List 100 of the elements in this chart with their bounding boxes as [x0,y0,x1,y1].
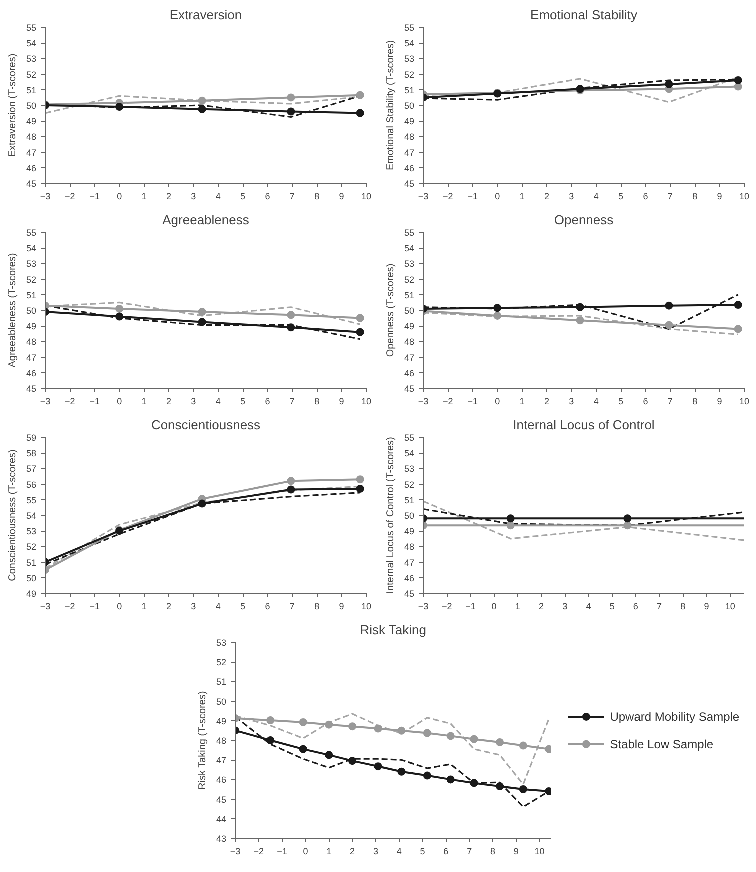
line-series [424,500,744,542]
y-tick-label: 53 [404,464,415,474]
y-tick-label: 54 [26,511,37,521]
x-tick-label: 4 [216,602,221,612]
x-tick-label: 0 [492,602,497,612]
point [665,321,674,330]
x-tick-label: 10 [361,192,372,202]
x-tick-label: 1 [142,602,147,612]
x-tick-label: 9 [339,396,344,406]
y-axis-title: Emotional Stability (T-scores) [385,40,396,171]
y-tick-label: 53 [26,54,37,64]
y-tick-label: 55 [26,495,37,506]
point [198,105,206,114]
x-tick-label: 8 [692,192,698,202]
y-tick-label: 46 [404,573,415,584]
x-tick-label: 8 [680,602,686,612]
x-tick-label: 6 [265,192,270,202]
y-axis-title: Openness (T-scores) [385,264,396,358]
x-tick-label: 8 [314,192,320,202]
point [266,716,275,724]
x-tick-label: 10 [361,396,372,406]
x-tick-label: 5 [610,602,615,612]
x-tick-label: −1 [90,602,100,612]
y-tick-label: 57 [26,464,37,474]
x-tick-label: 9 [717,396,722,406]
y-tick-label: 56 [26,480,37,490]
y-tick-label: 52 [216,658,227,668]
y-tick-label: 48 [404,337,415,348]
y-axis-title: Internal Locus of Control (T-scores) [385,437,396,594]
point [348,722,357,731]
chart-title: Openness [554,212,614,228]
y-tick-label: 49 [26,589,37,599]
y-tick-label: 51 [404,85,415,96]
point [287,311,296,320]
y-tick-label: 50 [216,696,227,707]
y-tick-label: 51 [26,290,37,300]
point [545,787,552,796]
x-tick-label: 4 [216,192,221,202]
y-axis-title: Risk Taking (T-scores) [197,691,208,790]
y-tick-label: 47 [26,352,37,363]
y-tick-label: 48 [26,132,37,142]
x-tick-label: −3 [418,602,429,612]
x-tick-label: 10 [739,396,750,406]
y-tick-label: 51 [216,677,227,688]
x-tick-label: −1 [90,192,100,202]
x-tick-label: −2 [65,396,76,406]
x-tick-label: 2 [350,846,356,856]
x-tick-label: 8 [314,396,320,406]
x-tick-label: 8 [490,846,496,856]
y-tick-label: 47 [404,558,415,568]
legend-label: Stable Low Sample [610,737,714,752]
y-tick-label: 47 [404,352,415,363]
y-tick-label: 53 [26,259,37,270]
point [576,303,584,312]
x-tick-label: 2 [544,396,550,406]
point [446,732,455,740]
point [576,316,584,325]
y-tick-label: 52 [404,480,415,490]
y-tick-label: 53 [404,259,415,270]
y-tick-label: 46 [216,775,227,786]
y-tick-label: 55 [26,228,37,238]
point [398,768,406,776]
point [398,726,406,735]
x-tick-label: −1 [90,396,100,406]
x-tick-label: 0 [495,396,500,406]
point [734,76,742,85]
point [266,736,275,744]
y-tick-label: 52 [26,70,37,80]
x-tick-label: 5 [618,192,624,202]
x-tick-label: 3 [562,602,568,612]
point [665,80,674,88]
x-tick-label: 7 [657,602,662,612]
point [116,312,124,321]
point [356,328,364,336]
x-tick-label: 4 [586,602,592,612]
x-tick-label: −2 [65,192,76,202]
y-tick-label: 49 [404,322,415,332]
point [496,782,504,791]
x-tick-label: 9 [704,602,710,612]
y-tick-label: 46 [26,163,37,174]
y-tick-label: 49 [404,116,415,127]
x-tick-label: 4 [216,396,221,406]
x-tick-label: −3 [418,396,429,406]
point [325,751,334,760]
point [116,304,124,313]
point [348,757,357,766]
y-tick-label: 44 [216,814,227,824]
y-tick-label: 52 [404,70,415,80]
y-tick-label: 54 [404,244,415,254]
y-axis-title: Extraversion (T-scores) [7,54,18,158]
x-tick-label: 5 [240,192,246,202]
point [494,304,502,312]
x-tick-label: −3 [40,192,51,202]
point [665,302,674,310]
point [116,103,124,112]
y-tick-label: 45 [26,384,37,394]
x-tick-label: −1 [468,396,478,406]
y-tick-label: 46 [404,163,415,174]
x-tick-label: 3 [191,192,196,202]
x-tick-label: 7 [290,396,295,406]
